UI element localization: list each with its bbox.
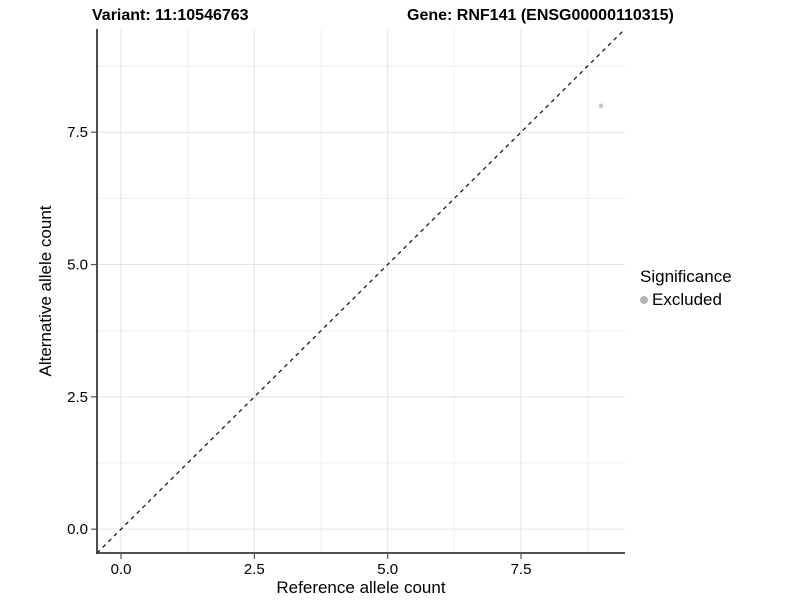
y-tick-label: 5.0 [67,257,88,274]
legend: Significance Excluded [640,266,732,310]
y-tick-label: 7.5 [67,124,88,141]
identity-dashed-line [96,28,626,554]
major-gridlines [97,29,625,553]
x-tick-label: 7.5 [511,561,532,578]
legend-item-label: Excluded [652,290,722,309]
y-tick-labels: 0.0 2.5 5.0 7.5 [67,124,88,538]
gene-title: Gene: RNF141 (ENSG00000110315) [407,7,674,24]
x-axis-title: Reference allele count [276,578,446,597]
x-tick-labels: 0.0 2.5 5.0 7.5 [111,561,532,578]
legend-key-dot [640,296,648,304]
variant-title: Variant: 11:10546763 [92,7,249,24]
tick-marks [91,131,522,559]
x-tick-label: 0.0 [111,561,132,578]
minor-gridlines [97,29,625,553]
data-point [598,103,604,108]
x-tick-label: 5.0 [377,561,398,578]
data-points [598,103,604,108]
legend-item-excluded: Excluded [640,290,732,310]
legend-title: Significance [640,267,732,286]
x-tick-label: 2.5 [244,561,265,578]
y-tick-label: 2.5 [67,389,88,406]
y-axis-title: Alternative allele count [36,205,55,377]
y-tick-label: 0.0 [67,521,88,538]
axis-lines [96,29,625,554]
